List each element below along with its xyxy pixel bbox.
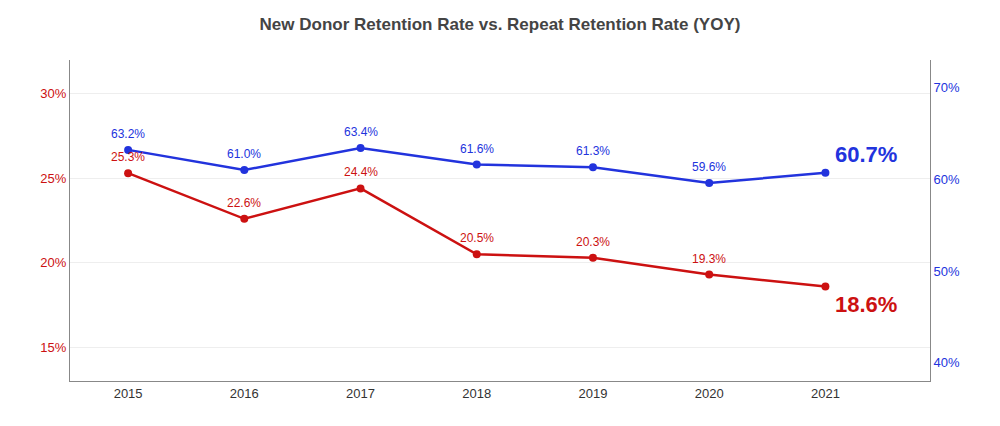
svg-text:2021: 2021 (811, 386, 840, 401)
svg-text:18.6%: 18.6% (835, 292, 897, 317)
svg-text:25%: 25% (40, 171, 66, 186)
svg-text:2017: 2017 (346, 386, 375, 401)
svg-text:60.7%: 60.7% (835, 142, 897, 167)
svg-text:2020: 2020 (695, 386, 724, 401)
svg-text:61.3%: 61.3% (576, 144, 610, 158)
svg-text:20.3%: 20.3% (576, 235, 610, 249)
svg-text:61.0%: 61.0% (227, 147, 261, 161)
svg-text:2019: 2019 (579, 386, 608, 401)
svg-text:22.6%: 22.6% (227, 196, 261, 210)
svg-text:70%: 70% (934, 80, 960, 95)
svg-text:63.2%: 63.2% (111, 127, 145, 141)
svg-text:50%: 50% (934, 263, 960, 278)
svg-text:15%: 15% (40, 340, 66, 355)
svg-text:60%: 60% (934, 172, 960, 187)
svg-text:20%: 20% (40, 255, 66, 270)
svg-text:2018: 2018 (462, 386, 491, 401)
svg-text:2015: 2015 (114, 386, 143, 401)
svg-text:25.3%: 25.3% (111, 150, 145, 164)
svg-text:19.3%: 19.3% (692, 252, 726, 266)
svg-text:24.4%: 24.4% (344, 165, 378, 179)
svg-text:63.4%: 63.4% (344, 125, 378, 139)
svg-text:New Donor Retention Rate vs. R: New Donor Retention Rate vs. Repeat Rete… (260, 15, 741, 34)
svg-text:40%: 40% (934, 355, 960, 370)
svg-text:20.5%: 20.5% (460, 231, 494, 245)
svg-text:2016: 2016 (230, 386, 259, 401)
svg-text:61.6%: 61.6% (460, 142, 494, 156)
svg-text:59.6%: 59.6% (692, 160, 726, 174)
svg-text:30%: 30% (40, 86, 66, 101)
